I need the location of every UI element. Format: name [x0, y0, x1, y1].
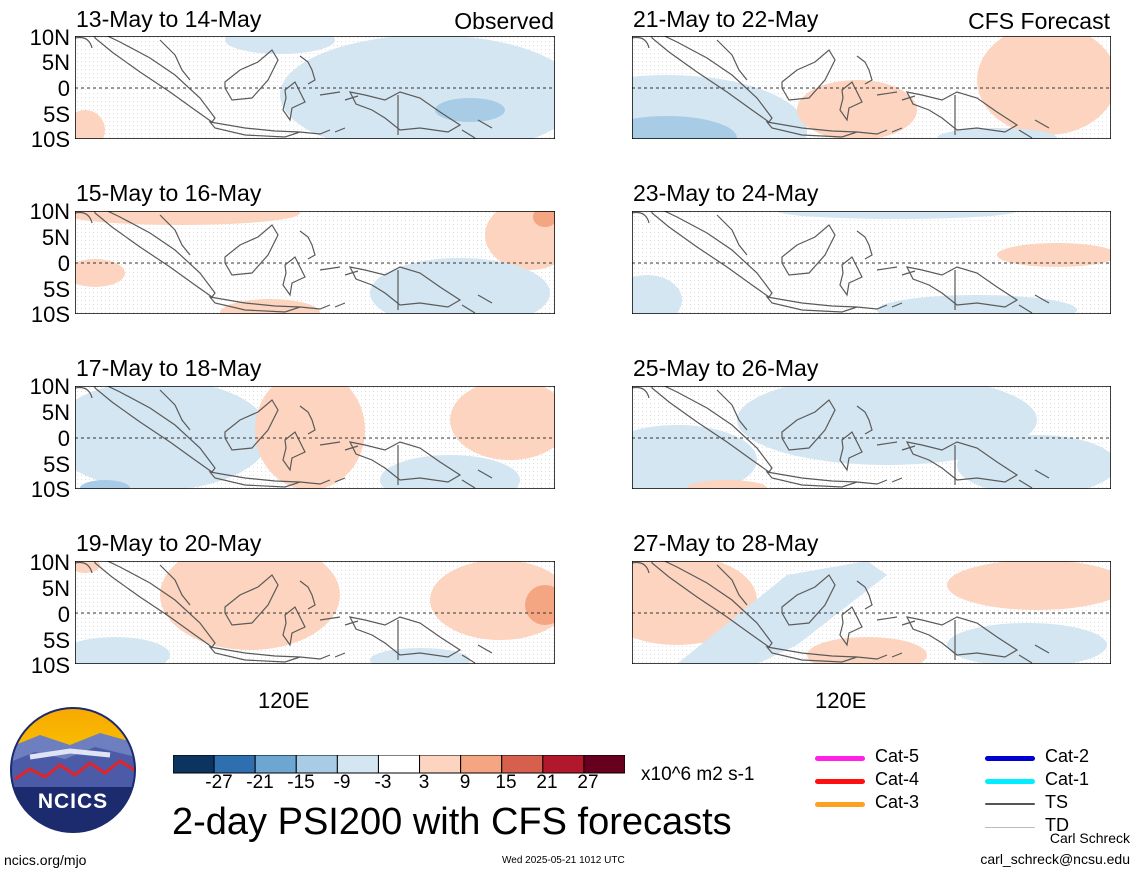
timestamp: Wed 2025-05-21 1012 UTC [502, 855, 625, 866]
legend-swatch-cat3 [815, 802, 865, 807]
colorbar-label: 15 [495, 772, 517, 793]
map-panel-8 [632, 561, 1111, 664]
colorbar-box [583, 755, 625, 774]
colorbar-units: x10^6 m2 s-1 [641, 764, 755, 785]
lat-label-5s: 5S [43, 102, 70, 127]
colorbar-label: -15 [287, 772, 315, 793]
legend-swatch-cat5 [815, 756, 865, 761]
colorbar-label: -27 [205, 772, 233, 793]
map-panel-7 [75, 561, 555, 664]
figure-title: 2-day PSI200 with CFS forecasts [172, 801, 732, 843]
colorbar-label: 9 [459, 772, 471, 793]
lat-label-5s: 5S [43, 628, 70, 653]
author-name: Carl Schreck [1049, 830, 1130, 846]
lat-label-10s: 10S [30, 477, 70, 502]
lat-label-0: 0 [57, 251, 70, 276]
logo-text: NCICS [37, 790, 109, 813]
colorbar-box [419, 755, 462, 774]
panel-2-title: 21-May to 22-May [633, 6, 819, 32]
legend-swatch-cat2 [985, 756, 1035, 761]
legend-swatch-cat1 [985, 779, 1035, 784]
colorbar-box [213, 755, 256, 774]
panel-7-title: 19-May to 20-May [76, 530, 262, 556]
colorbar-label: 21 [536, 772, 558, 793]
map-panel-3 [75, 211, 555, 314]
lat-label-10n: 10N [29, 25, 70, 50]
colorbar-box [336, 755, 379, 774]
colorbar-box [173, 755, 215, 774]
panel-8-title: 27-May to 28-May [633, 530, 819, 556]
lat-label-0: 0 [57, 76, 70, 101]
colorbar-label: -9 [333, 772, 351, 793]
legend-label-cat4: Cat-4 [875, 769, 920, 789]
lat-label-10s: 10S [30, 302, 70, 327]
map-panel-2 [632, 36, 1111, 139]
author-email[interactable]: carl_schreck@ncsu.edu [980, 851, 1130, 867]
colorbar [173, 755, 625, 774]
colorbar-box [295, 755, 338, 774]
legend-swatch-cat4 [815, 779, 865, 784]
colorbar-box [542, 755, 585, 774]
lon-label-left: 120E [258, 688, 310, 713]
legend-label-cat2: Cat-2 [1045, 746, 1090, 766]
legend-swatch-td [985, 827, 1035, 828]
lat-label-5n: 5N [41, 50, 70, 75]
lat-label-10s: 10S [30, 653, 70, 678]
panel-6-title: 25-May to 26-May [633, 355, 819, 381]
lat-label-5s: 5S [43, 277, 70, 302]
lon-label-right: 120E [815, 688, 867, 713]
lat-label-5s: 5S [43, 452, 70, 477]
map-panel-5 [75, 386, 555, 489]
lat-label-5n: 5N [41, 225, 70, 250]
lat-label-5n: 5N [41, 400, 70, 425]
colorbar-box [377, 755, 421, 774]
lat-label-5n: 5N [41, 576, 70, 601]
panel-4-title: 23-May to 24-May [633, 180, 819, 206]
map-panel-6 [632, 386, 1111, 489]
legend-label-td: TD [1045, 815, 1069, 835]
panel-1-tag: Observed [454, 8, 554, 34]
legend-label-cat3: Cat-3 [875, 792, 920, 812]
legend-label-cat1: Cat-1 [1045, 769, 1090, 789]
panel-5-title: 17-May to 18-May [76, 355, 262, 381]
map-panel-4 [632, 211, 1111, 314]
map-panel-1 [75, 36, 555, 139]
panel-2-tag: CFS Forecast [968, 8, 1110, 34]
colorbar-label: 27 [577, 772, 599, 793]
lat-label-10n: 10N [29, 550, 70, 575]
colorbar-box [501, 755, 544, 774]
colorbar-label: -3 [374, 772, 392, 793]
panel-1-title: 13-May to 14-May [76, 6, 262, 32]
site-url[interactable]: ncics.org/mjo [4, 852, 87, 868]
lat-label-10n: 10N [29, 374, 70, 399]
lat-label-10s: 10S [30, 127, 70, 152]
colorbar-box [254, 755, 297, 774]
legend-label-ts: TS [1045, 792, 1069, 812]
ncics-logo [10, 707, 136, 833]
legend-label-cat5: Cat-5 [875, 746, 920, 766]
colorbar-label: -21 [246, 772, 274, 793]
lat-label-0: 0 [57, 602, 70, 627]
panel-3-title: 15-May to 16-May [76, 180, 262, 206]
colorbar-label: 3 [418, 772, 430, 793]
colorbar-box [460, 755, 503, 774]
lat-label-0: 0 [57, 426, 70, 451]
legend-swatch-ts [985, 803, 1035, 805]
lat-label-10n: 10N [29, 199, 70, 224]
